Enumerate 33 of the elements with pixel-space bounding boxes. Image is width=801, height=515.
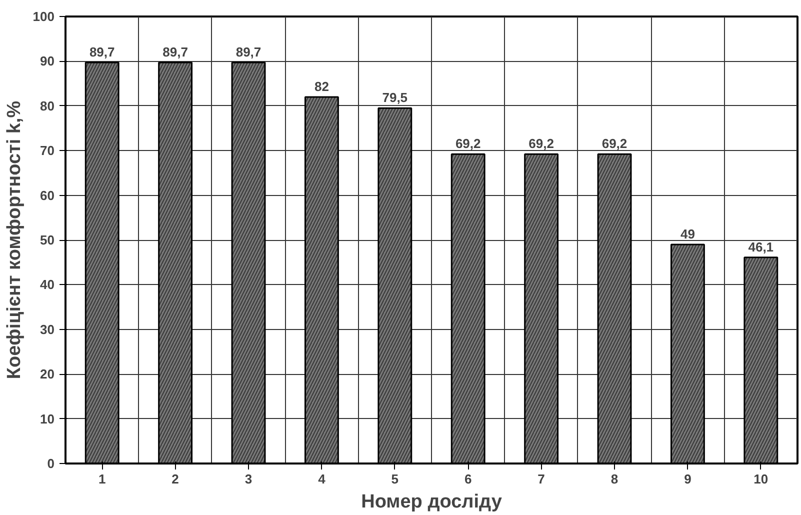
x-tick-label: 10 [754,472,768,486]
y-tick-label: 50 [40,232,55,248]
data-label: 69,2 [528,136,554,152]
data-label: 82 [314,78,329,94]
data-label: 89,7 [89,44,115,60]
data-label: 69,2 [455,136,481,152]
x-tick-label: 7 [538,472,545,486]
y-tick-label: 20 [40,366,55,382]
data-label: 79,5 [382,90,408,106]
x-tick-label: 6 [464,472,472,486]
data-label: 49 [680,226,695,242]
y-tick-label: 0 [47,456,55,471]
x-axis-title: Номер досліду [361,492,502,512]
x-tick-label: 1 [98,472,106,486]
y-tick-label: 70 [40,143,55,158]
y-tick-label: 80 [40,98,55,114]
data-label: 69,2 [602,136,628,152]
data-label: 89,7 [162,44,188,60]
y-tick-label: 30 [40,322,55,337]
x-tick-label: 3 [244,472,252,486]
data-label: 89,7 [236,44,262,60]
y-tick-label: 10 [40,411,55,426]
y-tick-label: 60 [40,188,55,203]
x-tick-label: 4 [318,472,326,486]
x-tick-label: 2 [172,472,179,486]
x-tick-label: 8 [610,472,618,486]
y-tick-label: 40 [40,277,55,292]
y-tick-label: 90 [40,54,55,69]
x-tick-label: 9 [684,472,692,486]
y-tick-label: 100 [32,9,55,24]
data-label: 46,1 [748,239,774,254]
y-axis-title: Коефіцієнт комфортності k,% [4,100,25,380]
x-tick-label: 5 [391,472,399,486]
